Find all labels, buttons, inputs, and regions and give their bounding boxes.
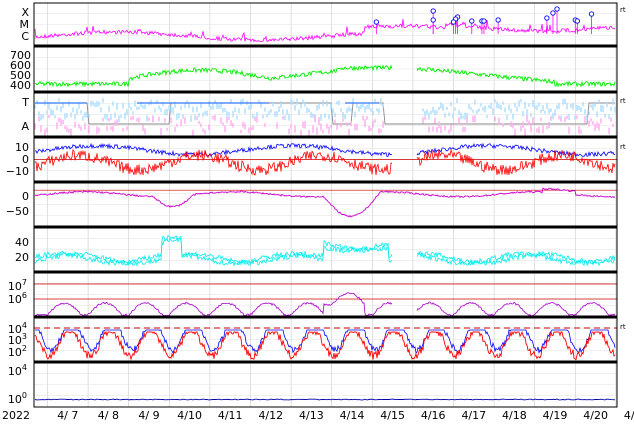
density-label-20: 20 (15, 251, 29, 264)
bottom-label-1e0: 100 (8, 391, 27, 406)
electron-label-1e3-base: 10 (8, 334, 22, 347)
wind-speed-series (34, 64, 616, 88)
x-tick-label: 4/21 (624, 409, 634, 422)
electron-label-1e2-base: 10 (8, 346, 22, 359)
flare-marker (373, 19, 380, 25)
right-tags: rt rt rt rt (620, 6, 626, 331)
electron-label-1e3: 103 (8, 332, 27, 347)
dst-series (34, 187, 616, 218)
flare-marker (430, 17, 436, 23)
right-tag-mag: rt (620, 97, 626, 105)
electron-label-1e4: 104 (8, 321, 27, 336)
flare-marker (574, 18, 580, 24)
dst-label-minus50: −50 (6, 205, 29, 218)
x-tick-label: 4/ 9 (138, 409, 159, 422)
electron-label-1e2-exp: 2 (22, 344, 27, 353)
mag-label-t: T (21, 96, 29, 109)
electron-label-1e4-exp: 4 (22, 321, 27, 330)
proton-label-1e6-exp: 6 (22, 291, 27, 300)
x-tick-label: 4/ 8 (98, 409, 119, 422)
bz-label-10: 10 (15, 141, 29, 154)
flare-marker (544, 15, 550, 21)
bottom-label-1e4-base: 10 (8, 365, 22, 378)
wind-label-500: 500 (10, 69, 31, 82)
proton-label-1e6: 106 (8, 291, 27, 306)
bottom-label-1e0-exp: 0 (22, 391, 27, 400)
sector-gray-series (35, 102, 615, 125)
dst-label-0: 0 (22, 190, 29, 203)
xray-flux-series (34, 18, 616, 43)
right-tag-xray: rt (620, 6, 626, 14)
x-tick-label: 4/14 (340, 409, 365, 422)
flare-marker (550, 10, 556, 16)
bz-label-minus10: −10 (6, 165, 29, 178)
flare-marker (554, 6, 560, 12)
flare-marker (469, 18, 475, 24)
wind-label-600: 600 (10, 59, 31, 72)
x-tick-label: 4/ 7 (57, 409, 78, 422)
xray-label-c: C (21, 30, 29, 43)
electron-lo-series (34, 330, 616, 361)
x-tick-label: 4/18 (502, 409, 527, 422)
bz-series (34, 148, 616, 176)
right-tag-bz: rt (620, 143, 626, 151)
proton-label-1e6-base: 10 (8, 293, 22, 306)
flare-marker (430, 8, 436, 14)
right-tag-electron: rt (620, 323, 626, 331)
wind-label-400: 400 (10, 79, 31, 92)
proton-label-1e7: 107 (8, 278, 27, 293)
proton-flux-series (34, 292, 616, 317)
x-tick-label: 4/12 (258, 409, 283, 422)
flare-marker (481, 18, 487, 24)
x-tick-label: 4/20 (583, 409, 608, 422)
data-series (34, 6, 616, 401)
x-tick-label: 4/10 (177, 409, 202, 422)
bottom-label-1e4: 104 (8, 363, 27, 378)
bottom-series (34, 398, 616, 401)
density-series (34, 236, 616, 268)
x-tick-label: 4/11 (218, 409, 243, 422)
bt-series (34, 142, 616, 158)
y-labels: X M C 700 600 500 400 T A 10 0 −10 0 −50… (6, 6, 31, 406)
flare-marker (495, 17, 501, 23)
x-tick-label: 4/17 (461, 409, 486, 422)
mag-label-a: A (21, 120, 29, 133)
flare-marker (588, 11, 595, 17)
panel-dividers (34, 44, 617, 364)
grid-lines (34, 3, 617, 407)
density-label-40: 40 (15, 236, 29, 249)
electron-label-1e4-base: 10 (8, 323, 22, 336)
xray-label-m: M (20, 18, 30, 31)
flare-marker (450, 19, 457, 25)
proton-label-1e7-base: 10 (8, 280, 22, 293)
year-label: 2022 (2, 409, 30, 422)
wind-label-700: 700 (10, 49, 31, 62)
bottom-label-1e0-base: 10 (8, 393, 22, 406)
electron-label-1e2: 102 (8, 344, 27, 359)
electron-hi-series (35, 329, 616, 355)
xray-label-x: X (21, 6, 29, 19)
density-series (34, 234, 616, 267)
x-tick-label: 4/16 (421, 409, 446, 422)
x-tick-label: 4/13 (299, 409, 324, 422)
x-axis: 2022 4/ 7 4/ 8 4/ 9 4/10 4/11 4/12 4/13 4/14 4/1… (2, 409, 634, 422)
bz-label-0: 0 (22, 153, 29, 166)
x-tick-label: 4/15 (380, 409, 405, 422)
x-tick-label: 4/19 (543, 409, 568, 422)
bottom-label-1e4-exp: 4 (22, 363, 27, 372)
electron-label-1e3-exp: 3 (22, 332, 27, 341)
proton-label-1e7-exp: 7 (22, 278, 27, 287)
